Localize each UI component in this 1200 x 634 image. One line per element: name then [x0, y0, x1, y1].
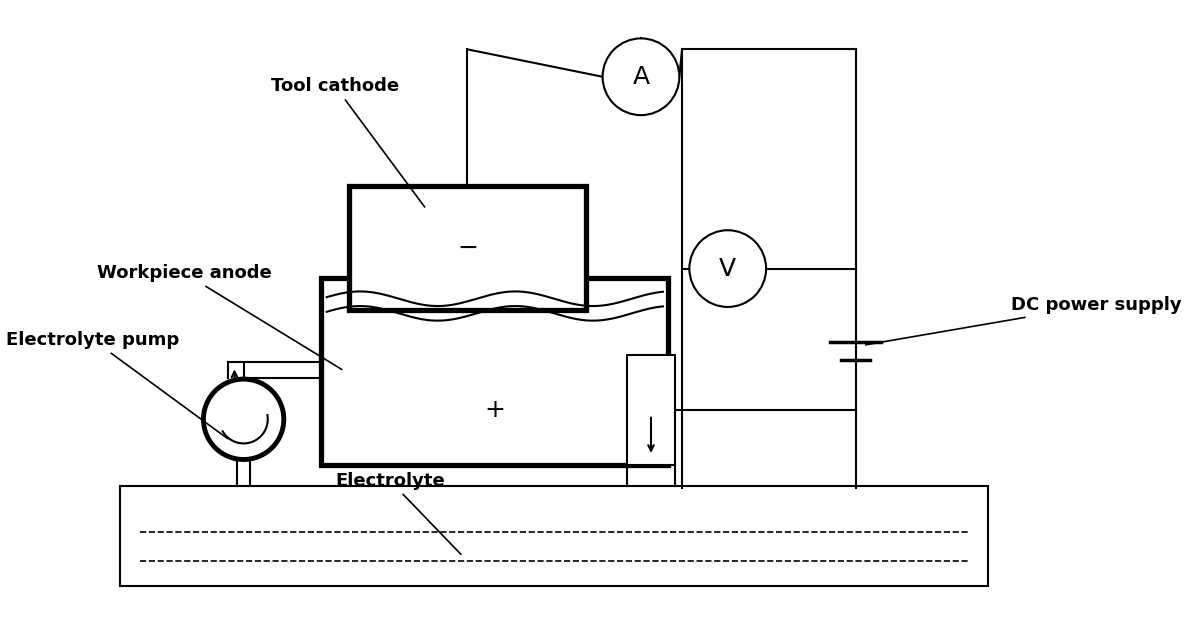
Text: Tool cathode: Tool cathode [271, 77, 425, 207]
Bar [349, 186, 586, 309]
Text: Electrolyte: Electrolyte [335, 472, 461, 554]
Circle shape [204, 379, 284, 460]
Text: +: + [485, 398, 505, 422]
Bar [322, 278, 668, 465]
Circle shape [602, 39, 679, 115]
Text: −: − [457, 236, 478, 260]
Text: DC power supply: DC power supply [865, 296, 1182, 345]
Text: A: A [632, 65, 649, 89]
Text: Workpiece anode: Workpiece anode [97, 264, 342, 370]
Text: V: V [719, 257, 737, 281]
Bar [120, 486, 988, 586]
Text: Electrolyte pump: Electrolyte pump [6, 331, 228, 439]
Circle shape [689, 230, 766, 307]
Bar [628, 356, 674, 465]
